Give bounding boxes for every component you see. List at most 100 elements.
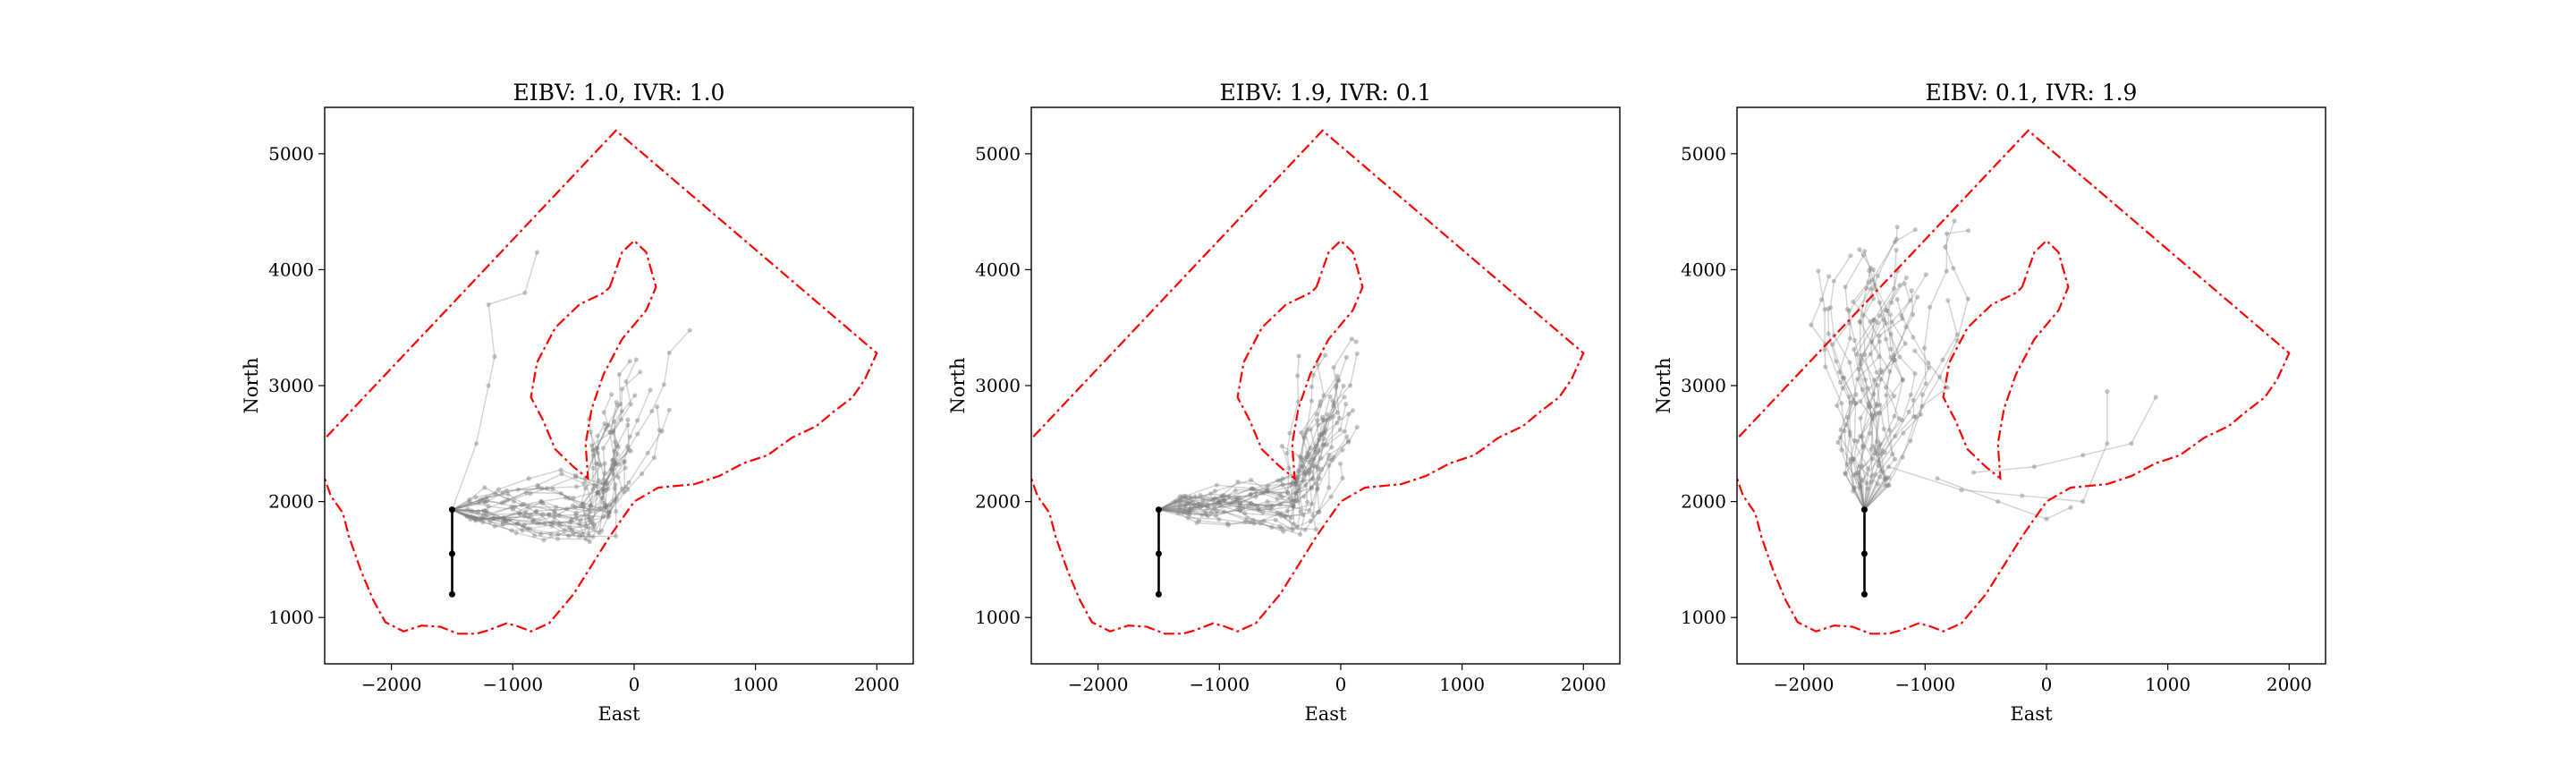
trajectory-line <box>1827 309 1879 511</box>
trajectory-point <box>1208 491 1214 497</box>
trajectory-point <box>471 515 478 521</box>
trajectory-point <box>1860 445 1866 450</box>
trajectory-point <box>1303 482 1309 488</box>
trajectory-line <box>452 329 691 511</box>
trajectory-point <box>1191 505 1197 511</box>
trajectory-point <box>1872 282 1877 287</box>
trajectory-point <box>1275 478 1281 483</box>
trajectory-point <box>1177 505 1182 512</box>
trajectory-point <box>554 505 559 510</box>
trajectory-point <box>1923 272 1928 277</box>
trajectory-point <box>1218 503 1224 508</box>
trajectory-line <box>1863 251 1904 510</box>
y-tick-label: 1000 <box>1681 607 1726 628</box>
trajectory-point <box>583 486 589 491</box>
trajectory-point <box>1323 353 1328 358</box>
trajectory-point <box>1860 312 1866 318</box>
trajectory-point <box>1886 482 1892 488</box>
trajectory-point <box>578 503 583 509</box>
trajectory-point <box>659 429 665 434</box>
trajectory-point <box>1212 496 1217 501</box>
trajectory-point <box>1238 508 1243 514</box>
trajectory-point <box>592 483 597 488</box>
trajectory-group <box>449 250 692 545</box>
trajectory-line <box>1158 440 1349 531</box>
trajectory-point <box>548 521 554 526</box>
trajectory-point <box>1877 411 1883 416</box>
trajectory-point <box>623 465 628 471</box>
trajectory-point <box>1242 519 1248 524</box>
trajectory-point <box>1336 415 1343 420</box>
trajectory-point <box>1296 482 1301 488</box>
trajectory-point <box>569 527 574 533</box>
x-axis-label: East <box>597 703 640 725</box>
trajectory-point <box>1848 253 1853 259</box>
trajectory-point <box>509 504 514 509</box>
trajectory-point <box>1842 375 1847 380</box>
trajectory-point <box>1290 480 1295 486</box>
trajectory-point <box>1324 417 1330 422</box>
trajectory-point <box>1862 352 1868 358</box>
trajectory-point <box>598 463 604 468</box>
trajectory-point <box>479 515 485 522</box>
trajectory-point <box>596 490 601 496</box>
trajectory-point <box>1326 452 1332 458</box>
trajectory-line <box>1863 350 1930 511</box>
trajectory-point <box>535 482 540 488</box>
trajectory-point <box>1877 313 1882 319</box>
trajectory-point <box>1346 439 1352 445</box>
trajectory-point <box>538 531 544 537</box>
trajectory-point <box>1177 502 1183 507</box>
trajectory-point <box>1188 505 1193 511</box>
trajectory-point <box>505 497 511 503</box>
trajectory-point <box>1187 509 1192 514</box>
trajectory-point <box>1852 347 1857 353</box>
trajectory-point <box>509 528 514 533</box>
trajectory-point <box>613 460 618 465</box>
trajectory-point <box>2105 388 2110 395</box>
trajectory-point <box>1859 357 1864 362</box>
trajectory-point <box>1299 429 1304 435</box>
trajectory-point <box>645 450 650 455</box>
trajectory-point <box>480 520 486 525</box>
trajectory-point <box>1244 515 1250 522</box>
trajectory-point <box>571 531 576 537</box>
x-axis-label: East <box>2010 703 2053 725</box>
trajectory-point <box>1900 316 1905 321</box>
trajectory-point <box>1335 420 1340 426</box>
trajectory-point <box>1856 470 1861 475</box>
trajectory-point <box>628 402 633 407</box>
trajectory-point <box>491 515 497 522</box>
trajectory-line <box>452 409 670 515</box>
trajectory-point <box>1330 414 1335 420</box>
trajectory-point <box>564 506 570 512</box>
trajectory-point <box>1216 499 1221 505</box>
trajectory-point <box>1875 320 1880 326</box>
trajectory-point <box>1901 430 1906 436</box>
trajectory-point <box>1307 459 1312 465</box>
trajectory-point <box>625 444 631 449</box>
trajectory-point <box>1912 370 1918 377</box>
trajectory-point <box>614 451 620 457</box>
start-path-point <box>1155 550 1162 557</box>
trajectory-point <box>1338 461 1343 466</box>
trajectory-point <box>534 250 540 255</box>
trajectory-point <box>1860 478 1866 483</box>
subplot-2: EIBV: 1.9, IVR: 0.1 East North −2000 −100… <box>947 80 1621 725</box>
trajectory-point <box>1864 285 1869 291</box>
trajectory-point <box>1877 333 1882 338</box>
trajectory-point <box>573 484 580 489</box>
trajectory-point <box>1292 478 1297 483</box>
trajectory-point <box>587 539 592 545</box>
trajectory-line <box>1158 386 1344 517</box>
trajectory-point <box>1289 515 1294 521</box>
trajectory-line <box>1158 468 1319 516</box>
y-tick-label: 4000 <box>1681 259 1726 280</box>
trajectory-point <box>1329 445 1335 450</box>
trajectory-point <box>604 488 609 493</box>
trajectory-point <box>484 495 489 500</box>
trajectory-point <box>1275 510 1280 515</box>
trajectory-point <box>517 511 522 516</box>
trajectory-point <box>1868 430 1873 436</box>
trajectory-point <box>1888 331 1894 336</box>
